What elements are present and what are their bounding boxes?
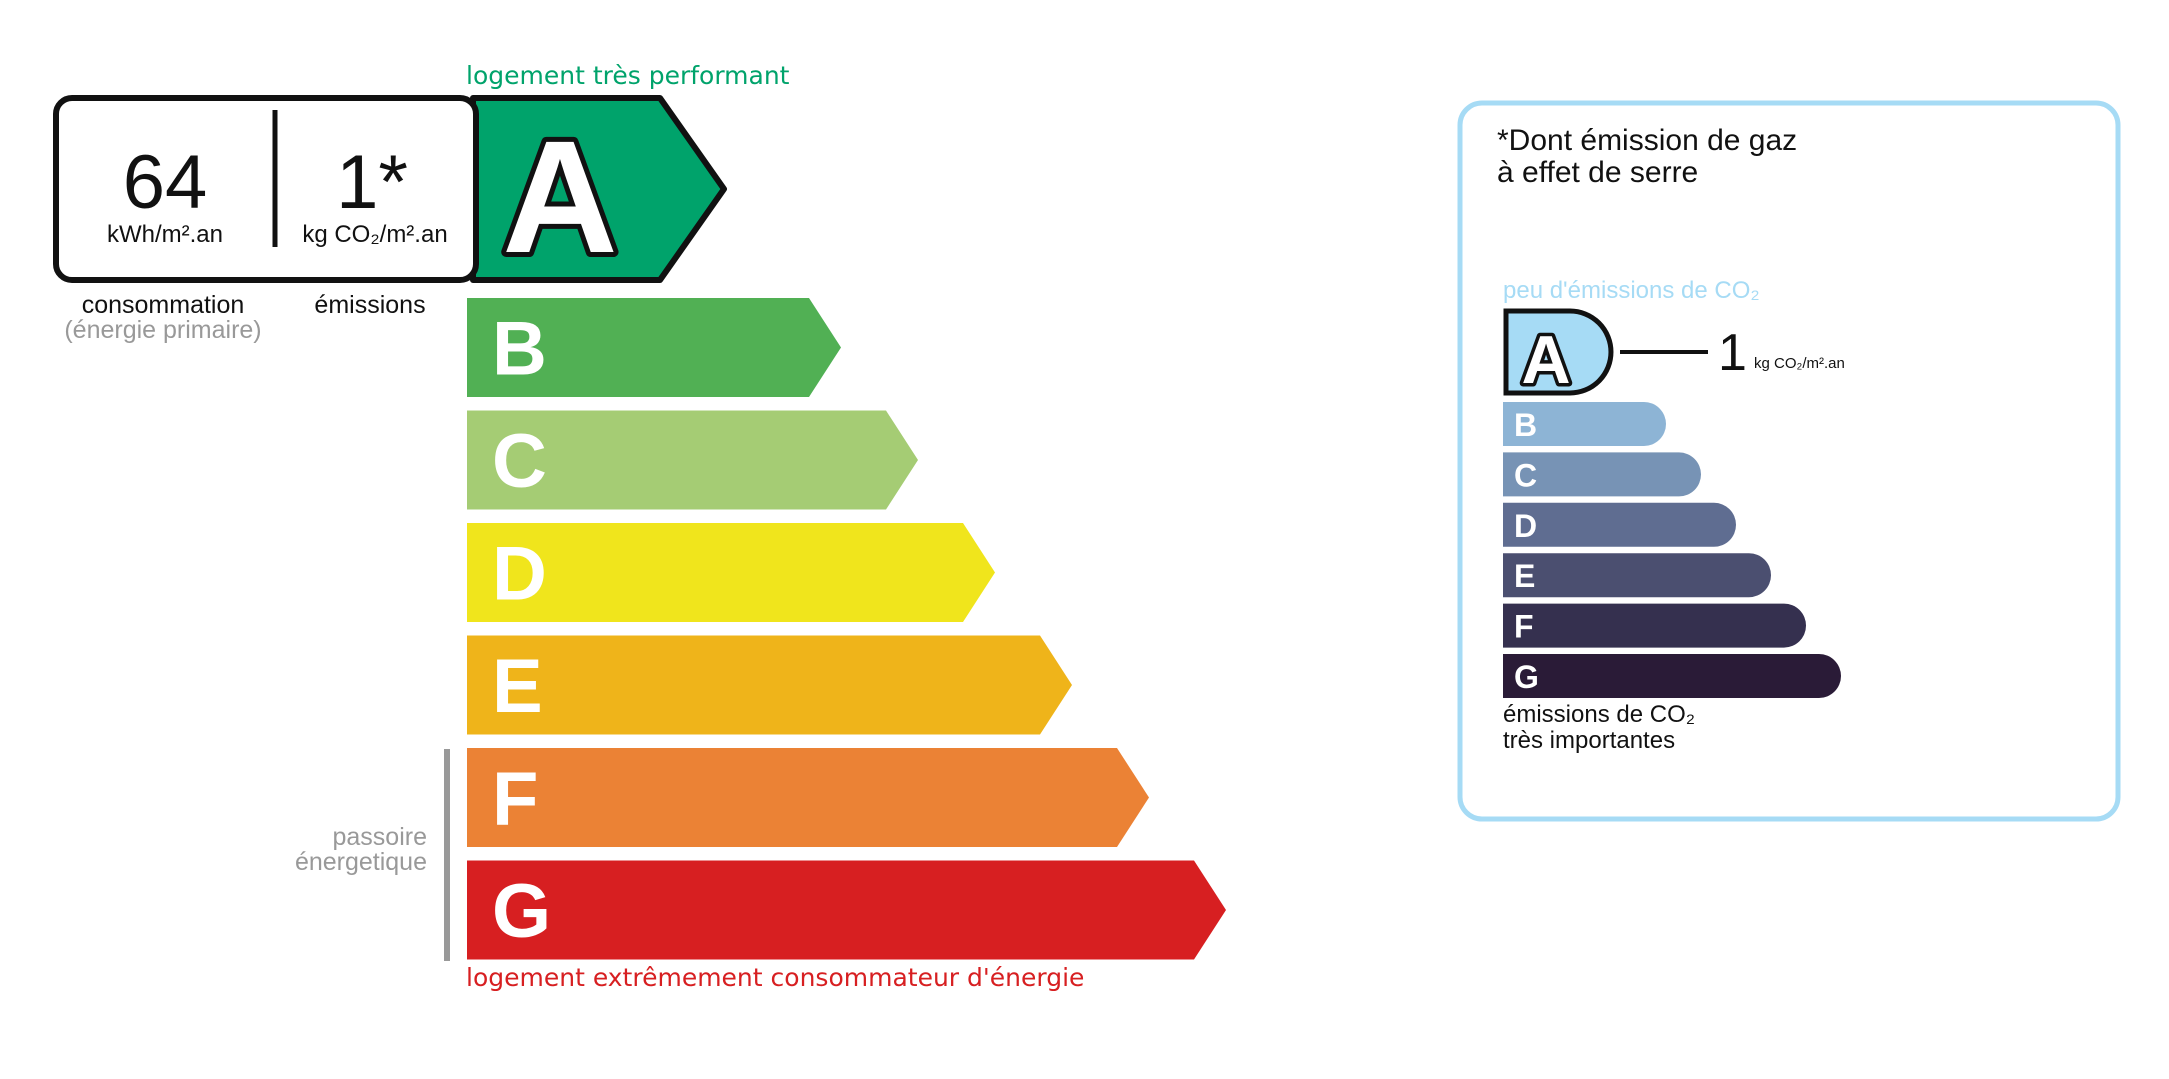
ges-title-line1: *Dont émission de gaz — [1497, 124, 1797, 157]
passoire-line1: passoire — [333, 823, 428, 851]
ges-title-line2: à effet de serre — [1497, 156, 1698, 189]
ges-value: 1 — [1718, 324, 1747, 382]
energy-class-g: G — [467, 860, 1226, 960]
ges-class-e: E — [1503, 553, 1771, 598]
passoire-line2: énergetique — [295, 848, 427, 876]
ges-bar — [1503, 452, 1701, 497]
ges-bar — [1503, 502, 1737, 547]
energy-class-f: F — [467, 748, 1149, 847]
energy-arrow — [467, 860, 1226, 960]
ges-letter: A — [1521, 322, 1570, 398]
ges-class-d: D — [1503, 502, 1737, 547]
energy-class-d: D — [467, 523, 995, 622]
energy-class-a: A — [470, 95, 727, 291]
emission-unit: kg CO₂/m².an — [302, 221, 447, 248]
energy-class-c: C — [467, 410, 918, 510]
ges-bottom-line1: émissions de CO₂ — [1503, 701, 1695, 728]
top-label: logement très performant — [466, 61, 790, 90]
energy-letter: F — [492, 757, 538, 842]
energy-arrow — [467, 635, 1072, 735]
energy-arrow — [467, 410, 918, 510]
energy-letter: C — [492, 419, 547, 504]
ges-unit: kg CO₂/m².an — [1754, 355, 1845, 372]
ges-letter: F — [1514, 609, 1534, 645]
ges-class-c: C — [1503, 452, 1701, 497]
energy-letter: G — [492, 869, 551, 954]
energy-arrow — [467, 748, 1149, 847]
energy-letter: E — [492, 644, 543, 729]
ges-letter: C — [1514, 457, 1537, 493]
ges-class-f: F — [1503, 603, 1806, 648]
energy-arrow — [467, 298, 841, 397]
consumption-unit: kWh/m².an — [107, 221, 223, 248]
ges-bottom-line2: très importantes — [1503, 727, 1675, 754]
ges-bar — [1503, 603, 1806, 648]
energy-letter: D — [492, 532, 547, 617]
emission-label: émissions — [314, 291, 425, 319]
ges-bar — [1503, 553, 1771, 598]
ges-letter: D — [1514, 508, 1537, 544]
value-box — [53, 95, 479, 283]
passoire-bracket — [444, 749, 450, 961]
emission-value: 1* — [336, 140, 408, 225]
ges-letter: G — [1514, 659, 1539, 695]
ges-letter: E — [1514, 558, 1535, 594]
ges-letter: B — [1514, 407, 1537, 443]
consumption-label: consommation — [82, 291, 245, 319]
bottom-label: logement extrêmement consommateur d'éner… — [466, 963, 1084, 992]
energy-arrow — [467, 523, 995, 622]
consumption-value: 64 — [123, 140, 208, 225]
energy-class-e: E — [467, 635, 1072, 735]
ges-bar — [1503, 402, 1666, 446]
energy-letter: B — [492, 307, 547, 392]
ges-badge-current — [1503, 308, 1614, 396]
energy-class-b: B — [467, 298, 841, 397]
consumption-sublabel: (énergie primaire) — [64, 316, 261, 344]
energy-letter: A — [502, 107, 618, 286]
ges-class-a: A — [1503, 308, 1614, 402]
ges-class-b: B — [1503, 402, 1666, 446]
ges-class-g: G — [1503, 654, 1841, 698]
ges-top-label: peu d'émissions de CO₂ — [1503, 277, 1760, 304]
ges-bar — [1503, 654, 1841, 698]
